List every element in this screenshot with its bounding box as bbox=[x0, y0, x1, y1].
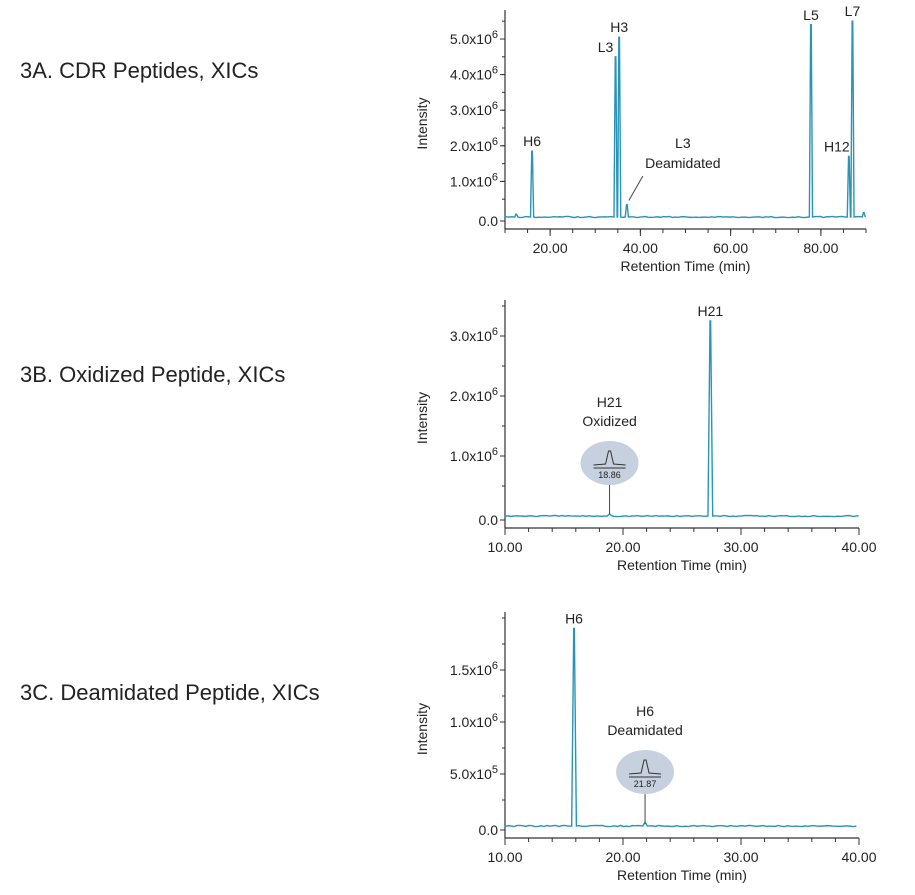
peak-label: L5 bbox=[803, 7, 819, 23]
peak-label: Oxidized bbox=[582, 413, 636, 429]
chart-3a: 0.0 1.0x106 2.0x106 3.0x106 4.0x106 5.0x106 20… bbox=[414, 3, 867, 274]
x-axis-title: Retention Time (min) bbox=[621, 258, 751, 274]
chart-3c: 0.0 5.0x105 1.0x106 1.5x106 10.00 20.00 30.00 4… bbox=[414, 610, 877, 883]
x-tick-label: 20.00 bbox=[605, 849, 640, 865]
x-axis-title: Retention Time (min) bbox=[617, 557, 747, 573]
xic-trace bbox=[504, 320, 859, 518]
x-tick-label: 10.00 bbox=[487, 849, 522, 865]
panel-title-3a: 3A. CDR Peptides, XICs bbox=[20, 58, 259, 83]
peak-label: L3 bbox=[675, 135, 691, 151]
x-tick-label: 80.00 bbox=[803, 240, 838, 256]
x-tick-label: 20.00 bbox=[605, 539, 640, 555]
panel-title-3b: 3B. Oxidized Peptide, XICs bbox=[20, 362, 286, 387]
peak-label: H6 bbox=[636, 703, 654, 719]
y-tick-label: 1.0x106 bbox=[450, 712, 498, 730]
y-tick-label: 1.5x106 bbox=[450, 660, 498, 678]
x-tick-label: 10.00 bbox=[487, 539, 522, 555]
peak-label: H6 bbox=[565, 610, 583, 626]
panel-title-3c: 3C. Deamidated Peptide, XICs bbox=[20, 680, 320, 705]
y-tick-label: 0.0 bbox=[479, 822, 499, 838]
peak-label: H21 bbox=[697, 303, 723, 319]
inset-bubble bbox=[580, 441, 639, 485]
inset-peak bbox=[593, 450, 626, 466]
x-tick-label: 40.00 bbox=[841, 849, 876, 865]
y-axis-title: Intensity bbox=[414, 703, 430, 755]
x-tick-label: 30.00 bbox=[723, 539, 758, 555]
x-tick-label: 40.00 bbox=[623, 240, 658, 256]
y-tick-label: 4.0x106 bbox=[450, 65, 498, 83]
xic-trace bbox=[504, 627, 857, 828]
y-tick-label: 5.0x106 bbox=[450, 29, 498, 47]
x-tick-label: 20.00 bbox=[533, 240, 568, 256]
y-tick-label: 5.0x105 bbox=[450, 764, 498, 782]
peak-label: Deamidated bbox=[607, 722, 683, 738]
y-tick-label: 0.0 bbox=[479, 512, 499, 528]
y-axis-title: Intensity bbox=[414, 392, 430, 444]
x-tick-label: 30.00 bbox=[723, 849, 758, 865]
y-tick-label: 0.0 bbox=[479, 213, 499, 229]
y-tick-label: 1.0x106 bbox=[450, 171, 498, 189]
y-tick-label: 3.0x106 bbox=[450, 326, 498, 344]
x-tick-label: 60.00 bbox=[713, 240, 748, 256]
xic-trace bbox=[504, 20, 866, 219]
peak-label: L7 bbox=[845, 3, 861, 19]
chart-3b: 0.0 1.0x106 2.0x106 3.0x106 10.00 20.00 30.00 4… bbox=[414, 300, 877, 573]
peak-label: H12 bbox=[824, 138, 850, 154]
peak-label: H6 bbox=[523, 133, 541, 149]
inset-rt-label: 18.86 bbox=[598, 470, 621, 480]
y-tick-label: 3.0x106 bbox=[450, 100, 498, 118]
y-tick-label: 1.0x106 bbox=[450, 446, 498, 464]
x-axis-title: Retention Time (min) bbox=[617, 867, 747, 883]
x-tick-label: 40.00 bbox=[841, 539, 876, 555]
y-axis-title: Intensity bbox=[414, 97, 430, 149]
peak-label: L3 bbox=[598, 39, 614, 55]
y-tick-label: 2.0x106 bbox=[450, 136, 498, 154]
inset-rt-label: 21.87 bbox=[634, 779, 657, 789]
leader-line bbox=[628, 175, 644, 201]
peak-label: H21 bbox=[597, 394, 623, 410]
peak-label: H3 bbox=[610, 19, 628, 35]
inset-peak bbox=[629, 759, 662, 775]
peak-label: Deamidated bbox=[645, 155, 721, 171]
inset-bubble bbox=[616, 750, 675, 794]
y-tick-label: 2.0x106 bbox=[450, 386, 498, 404]
